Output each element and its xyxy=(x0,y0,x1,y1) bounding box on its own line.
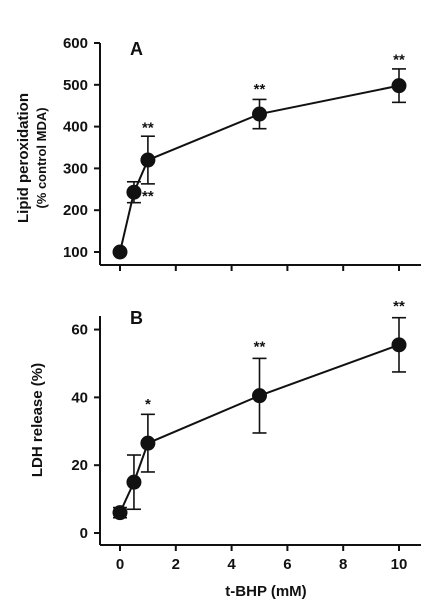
x-axis-title: t-BHP (mM) xyxy=(225,583,306,600)
panel-b-x-tick-label: 2 xyxy=(172,556,180,573)
panel-a-y-tick-label: 500 xyxy=(63,77,88,94)
panel-a-significance-marker: ** xyxy=(393,52,405,69)
panel-b-ylabel: LDH release (%) xyxy=(29,363,46,477)
panel-a: Lipid peroxidation (% control MDA) A 100… xyxy=(15,35,421,271)
panel-b-y-tick-label: 40 xyxy=(71,389,88,406)
panel-b-data-point xyxy=(112,505,128,521)
panel-a-data-point xyxy=(252,106,267,122)
panel-b-x-tick-label: 0 xyxy=(116,556,124,573)
panel-a-data-point xyxy=(140,152,156,168)
panel-b-y-tick-label: 20 xyxy=(71,457,88,474)
panel-a-y-tick-label: 400 xyxy=(63,119,88,136)
panel-a-y-tick-label: 300 xyxy=(63,160,88,177)
panel-a-data-point xyxy=(126,184,142,200)
panel-a-significance-marker: ** xyxy=(142,119,154,136)
panel-b-data-point xyxy=(126,474,142,490)
panel-b-x-tick-label: 4 xyxy=(227,556,236,573)
panel-b-letter: B xyxy=(130,308,143,328)
panel-b-x-tick-label: 6 xyxy=(283,556,291,573)
panel-b-data-point xyxy=(252,388,267,404)
panel-b-significance-marker: ** xyxy=(254,339,266,356)
panel-b-significance-marker: ** xyxy=(393,298,405,315)
panel-b-y-tick-label: 60 xyxy=(71,322,88,339)
panel-a-significance-marker: ** xyxy=(254,81,266,98)
panel-b-x-tick-label: 10 xyxy=(391,556,408,573)
panel-a-data-point xyxy=(112,244,128,260)
panel-b-significance-marker: * xyxy=(145,396,151,413)
panel-b-y-tick-label: 0 xyxy=(80,525,88,542)
panel-b-data-point xyxy=(391,337,407,353)
panel-a-data-point xyxy=(391,78,407,94)
panel-a-y-tick-label: 100 xyxy=(63,244,88,261)
panel-b-x-tick-label: 8 xyxy=(339,556,347,573)
panel-b: LDH release (%) B t-BHP (mM) 0 20 40 60 0 2 4 6… xyxy=(29,298,421,600)
panel-a-y-tick-label: 600 xyxy=(63,35,88,52)
panel-a-ylabel-line1: Lipid peroxidation xyxy=(15,93,32,223)
panel-a-significance-marker: ** xyxy=(142,188,154,205)
panel-a-letter: A xyxy=(130,39,143,59)
panel-a-ylabel-line2: (% control MDA) xyxy=(34,107,49,208)
panel-a-y-tick-label: 200 xyxy=(63,202,88,219)
panel-b-data-point xyxy=(140,435,156,451)
